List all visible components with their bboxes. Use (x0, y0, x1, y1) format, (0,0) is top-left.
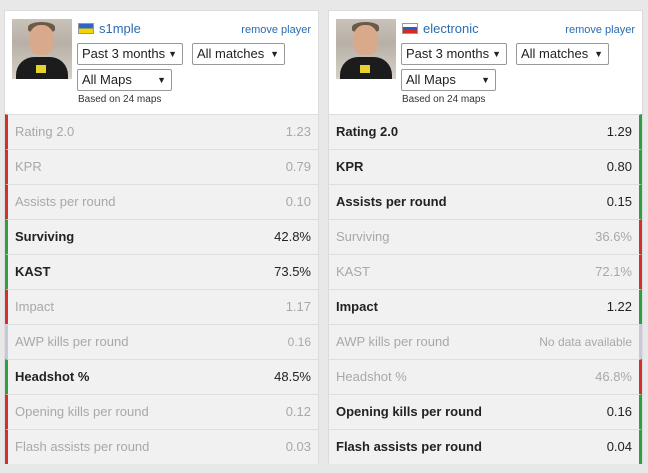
russia-flag-icon (402, 23, 418, 34)
stat-row: Flash assists per round 0.04 (329, 429, 642, 464)
stat-value: 0.79 (285, 159, 311, 174)
maps-select[interactable]: All Maps ▼ (401, 69, 496, 91)
stat-name: KPR (336, 159, 364, 174)
stat-name: Surviving (15, 229, 75, 244)
player-card-s1mple: s1mple remove player Past 3 months ▼ All… (4, 10, 319, 464)
stat-row: Flash assists per round 0.03 (5, 429, 318, 464)
remove-player-link[interactable]: remove player (565, 24, 635, 36)
stat-row: KPR 0.80 (329, 149, 642, 184)
player-nickname-link[interactable]: electronic (423, 21, 479, 36)
stat-name: Rating 2.0 (336, 124, 399, 139)
stat-row: Assists per round 0.10 (5, 184, 318, 219)
stat-value: 0.12 (285, 404, 311, 419)
stat-value: 0.04 (606, 439, 632, 454)
player-avatar (12, 19, 72, 79)
stat-value: 72.1% (595, 264, 632, 279)
based-on-text: Based on 24 maps (402, 94, 486, 105)
stat-row: KPR 0.79 (5, 149, 318, 184)
stat-value: 0.16 (287, 335, 311, 349)
matches-select[interactable]: All matches ▼ (516, 43, 609, 65)
chevron-down-icon: ▼ (168, 49, 177, 59)
stat-row: Rating 2.0 1.23 (5, 114, 318, 149)
stat-name: KAST (336, 264, 370, 279)
stat-row: Opening kills per round 0.12 (5, 394, 318, 429)
stat-name: Opening kills per round (336, 404, 482, 419)
stat-value: 1.22 (606, 299, 632, 314)
stat-value: 0.15 (606, 194, 632, 209)
stat-name: Impact (336, 299, 378, 314)
chevron-down-icon: ▼ (481, 75, 490, 85)
maps-select-value: All Maps (82, 72, 132, 87)
stat-row: Impact 1.22 (329, 289, 642, 324)
period-select[interactable]: Past 3 months ▼ (401, 43, 507, 65)
stat-row: Impact 1.17 (5, 289, 318, 324)
ukraine-flag-icon (78, 23, 94, 34)
matches-select[interactable]: All matches ▼ (192, 43, 285, 65)
stat-name: Flash assists per round (15, 439, 150, 454)
stat-name: Opening kills per round (15, 404, 149, 419)
stat-value: 42.8% (274, 229, 311, 244)
stat-name: KAST (15, 264, 51, 279)
stat-row: AWP kills per round 0.16 (5, 324, 318, 359)
stat-row: Headshot % 48.5% (5, 359, 318, 394)
stat-value: 0.80 (606, 159, 632, 174)
stat-value: 73.5% (274, 264, 311, 279)
stat-value: 36.6% (595, 229, 632, 244)
stat-name: Flash assists per round (336, 439, 482, 454)
player-header: electronic remove player Past 3 months ▼… (329, 11, 642, 114)
player-card-electronic: electronic remove player Past 3 months ▼… (328, 10, 643, 464)
stat-value: 1.29 (606, 124, 632, 139)
stat-value: 1.17 (285, 299, 311, 314)
stat-name: AWP kills per round (15, 334, 129, 349)
stat-name: Rating 2.0 (15, 124, 75, 139)
stat-value: 1.23 (285, 124, 311, 139)
stat-name: Surviving (336, 229, 390, 244)
stat-row: Opening kills per round 0.16 (329, 394, 642, 429)
maps-select[interactable]: All Maps ▼ (77, 69, 172, 91)
stat-row: Assists per round 0.15 (329, 184, 642, 219)
stat-row: Headshot % 46.8% (329, 359, 642, 394)
player-nickname-link[interactable]: s1mple (99, 21, 141, 36)
stat-name: Headshot % (336, 369, 407, 384)
remove-player-link[interactable]: remove player (241, 24, 311, 36)
matches-select-value: All matches (521, 46, 589, 61)
chevron-down-icon: ▼ (492, 49, 501, 59)
matches-select-value: All matches (197, 46, 265, 61)
stat-name: Assists per round (15, 194, 116, 209)
player-header: s1mple remove player Past 3 months ▼ All… (5, 11, 318, 114)
stat-name: Headshot % (15, 369, 90, 384)
period-select-value: Past 3 months (82, 46, 166, 61)
stat-row: KAST 72.1% (329, 254, 642, 289)
stat-value: 0.10 (285, 194, 311, 209)
stat-value: 48.5% (274, 369, 311, 384)
maps-select-value: All Maps (406, 72, 456, 87)
player-avatar (336, 19, 396, 79)
stat-row: Surviving 42.8% (5, 219, 318, 254)
chevron-down-icon: ▼ (594, 49, 603, 59)
period-select-value: Past 3 months (406, 46, 490, 61)
stat-row: AWP kills per round No data available (329, 324, 642, 359)
stat-value: 0.03 (285, 439, 311, 454)
chevron-down-icon: ▼ (157, 75, 166, 85)
stat-row: Rating 2.0 1.29 (329, 114, 642, 149)
stat-name: KPR (15, 159, 42, 174)
chevron-down-icon: ▼ (270, 49, 279, 59)
stat-row: Surviving 36.6% (329, 219, 642, 254)
stat-value: 46.8% (595, 369, 632, 384)
stat-name: AWP kills per round (336, 334, 450, 349)
stats-list: Rating 2.0 1.29 KPR 0.80 Assists per round 0.… (329, 114, 642, 464)
stats-list: Rating 2.0 1.23 KPR 0.79 Assists per round 0.… (5, 114, 318, 464)
period-select[interactable]: Past 3 months ▼ (77, 43, 183, 65)
stat-row: KAST 73.5% (5, 254, 318, 289)
stat-value: 0.16 (606, 404, 632, 419)
stat-name: Impact (15, 299, 55, 314)
based-on-text: Based on 24 maps (78, 94, 162, 105)
stat-value: No data available (539, 335, 632, 349)
stat-name: Assists per round (336, 194, 447, 209)
